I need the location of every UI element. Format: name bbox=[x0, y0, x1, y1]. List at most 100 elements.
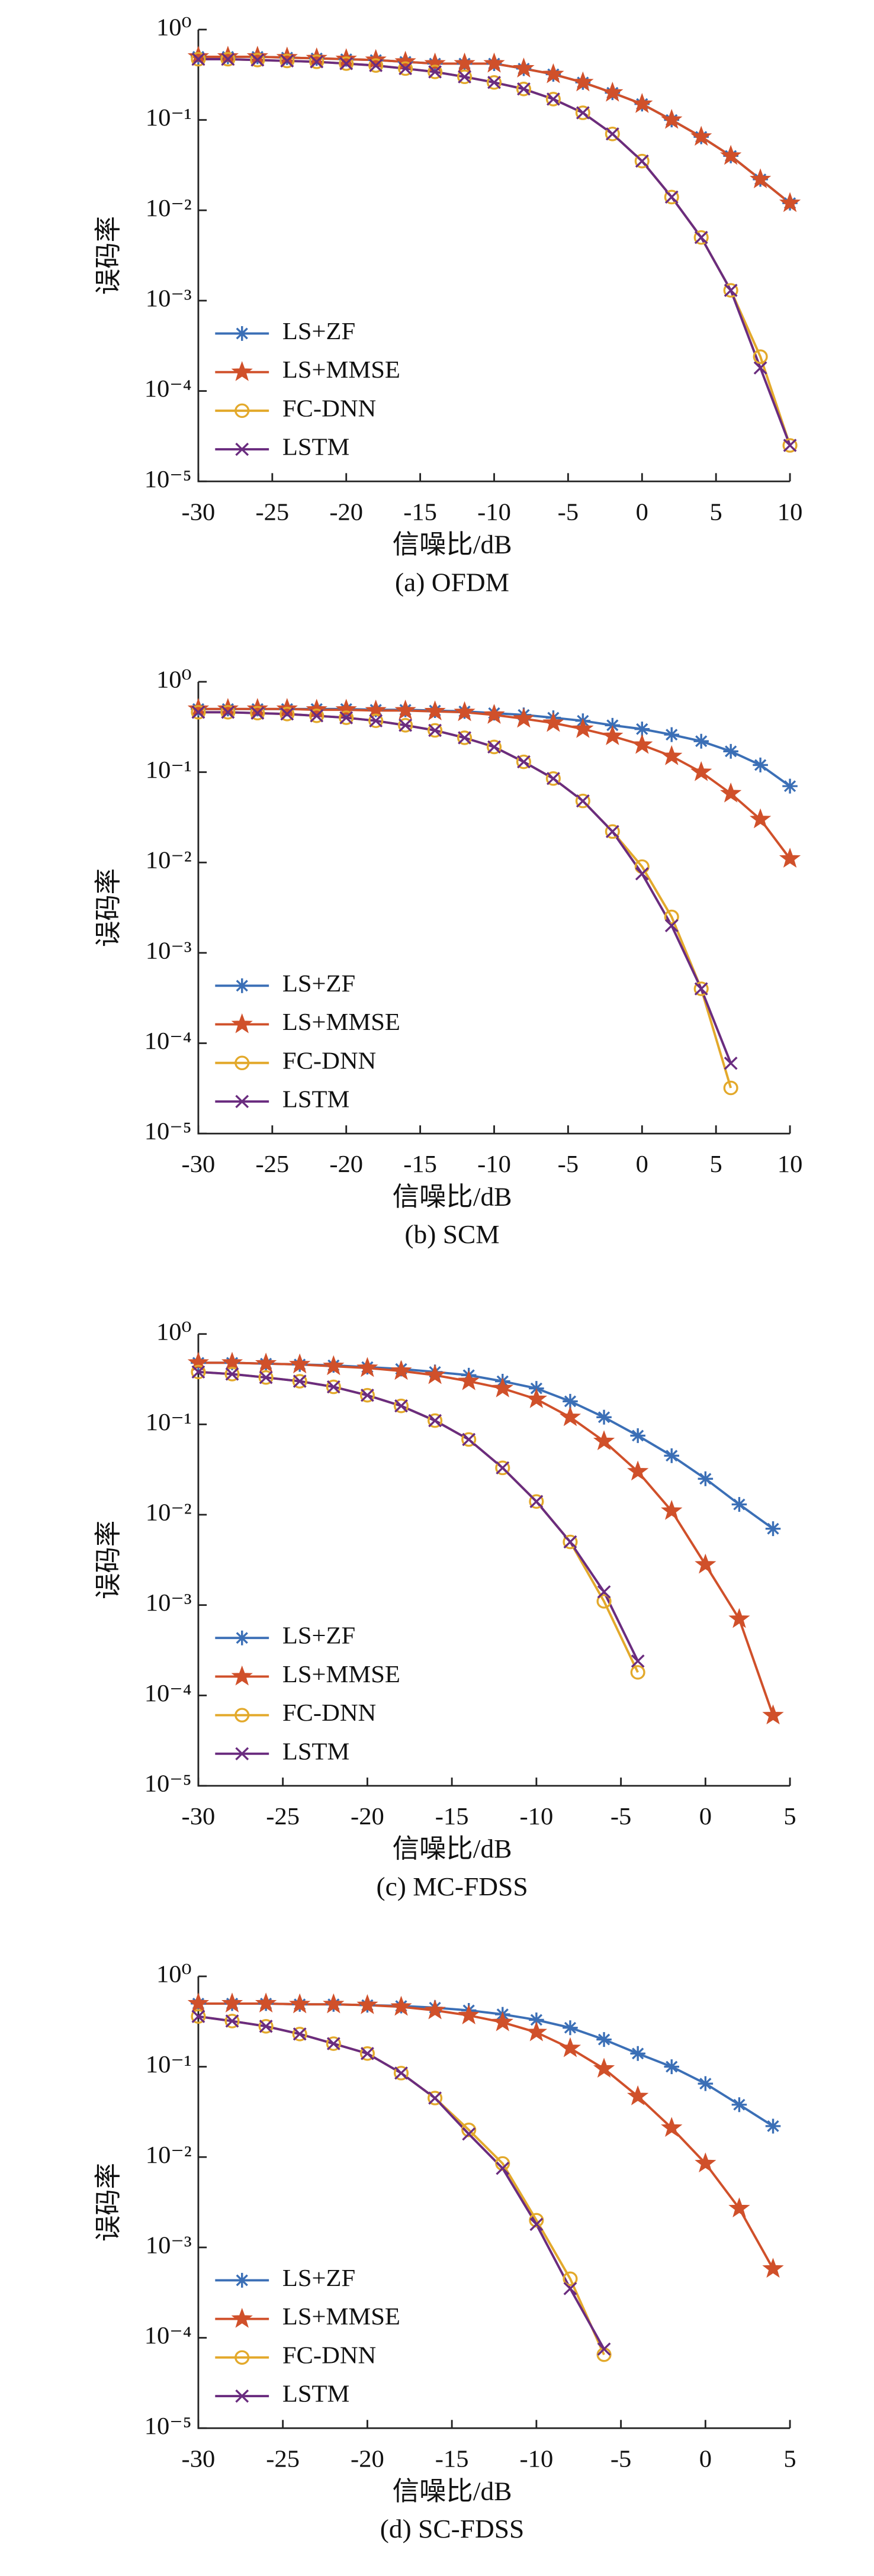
marker bbox=[292, 2027, 307, 2042]
marker bbox=[720, 144, 742, 165]
marker bbox=[279, 707, 295, 722]
marker bbox=[529, 1495, 544, 1508]
marker bbox=[359, 1387, 375, 1403]
marker bbox=[462, 2127, 476, 2141]
marker bbox=[572, 71, 594, 92]
marker bbox=[234, 1055, 250, 1070]
marker bbox=[602, 725, 624, 745]
marker bbox=[597, 2342, 611, 2356]
marker bbox=[605, 824, 620, 839]
marker bbox=[255, 1353, 277, 1373]
marker bbox=[393, 1399, 409, 1413]
marker bbox=[698, 2076, 714, 2091]
y-tick-label: 10⁰ bbox=[156, 666, 192, 693]
marker bbox=[390, 1995, 412, 2016]
marker bbox=[458, 2004, 480, 2024]
marker bbox=[525, 1388, 548, 1408]
legend-label: LS+ZF bbox=[282, 1622, 355, 1649]
marker bbox=[428, 1413, 443, 1428]
y-tick-label: 10⁻³ bbox=[146, 937, 192, 964]
x-tick-label: 0 bbox=[699, 2445, 712, 2472]
legend-label: LS+MMSE bbox=[282, 2303, 400, 2330]
marker bbox=[356, 1994, 378, 2014]
marker bbox=[250, 706, 265, 720]
marker bbox=[234, 2350, 250, 2365]
y-tick-label: 10⁻⁴ bbox=[144, 1679, 192, 1706]
marker bbox=[258, 2019, 274, 2034]
marker bbox=[529, 2213, 544, 2228]
marker bbox=[664, 1448, 680, 1463]
marker bbox=[394, 2066, 408, 2080]
marker bbox=[517, 82, 531, 96]
marker bbox=[259, 2020, 273, 2033]
marker bbox=[356, 1357, 378, 1377]
legend-label: LS+ZF bbox=[282, 317, 355, 344]
marker bbox=[394, 1399, 408, 1413]
marker bbox=[458, 70, 471, 83]
marker bbox=[454, 52, 475, 73]
marker bbox=[664, 2059, 680, 2075]
y-tick-label: 10⁻³ bbox=[146, 285, 192, 312]
marker bbox=[398, 718, 413, 733]
marker bbox=[496, 2162, 510, 2175]
marker bbox=[221, 1351, 243, 1372]
x-tick-label: 5 bbox=[710, 498, 722, 526]
marker bbox=[191, 52, 205, 66]
chart-panel: 10⁰ 10⁻¹ 10⁻² 10⁻³ 10⁻⁴ 10⁻⁵ -30 -25 -20 -15 -10 -5… bbox=[93, 666, 802, 1249]
marker bbox=[495, 1460, 510, 1476]
marker bbox=[529, 1494, 544, 1509]
caption: (c) MC-FDSS bbox=[377, 1872, 528, 1901]
marker bbox=[360, 1389, 374, 1402]
legend-label: LS+MMSE bbox=[282, 1008, 400, 1035]
marker bbox=[546, 772, 560, 785]
marker bbox=[234, 403, 250, 418]
y-tick-label: 10⁻⁵ bbox=[144, 1118, 192, 1145]
marker bbox=[293, 1374, 307, 1388]
marker bbox=[762, 2258, 784, 2278]
marker bbox=[235, 1094, 249, 1109]
series-line bbox=[198, 707, 791, 859]
x-tick-label: -25 bbox=[255, 1151, 289, 1178]
x-tick-label: -10 bbox=[519, 2445, 553, 2472]
y-tick-label: 10⁻¹ bbox=[146, 2051, 192, 2078]
legend-label: LS+ZF bbox=[282, 970, 355, 997]
y-tick-label: 10⁻² bbox=[146, 194, 192, 221]
marker bbox=[225, 2014, 239, 2028]
caption: (d) SC-FDSS bbox=[380, 2514, 525, 2543]
marker bbox=[428, 1413, 442, 1428]
marker bbox=[593, 1430, 615, 1451]
marker bbox=[630, 2046, 645, 2061]
legend-label: LSTM bbox=[282, 2380, 350, 2407]
marker bbox=[664, 190, 679, 204]
x-tick-label: 10 bbox=[777, 1151, 803, 1178]
y-tick-label: 10⁻⁴ bbox=[144, 2322, 192, 2349]
marker bbox=[225, 1367, 239, 1381]
marker bbox=[627, 1460, 649, 1481]
y-tick-label: 10⁻⁵ bbox=[144, 2412, 192, 2439]
legend-label: FC-DNN bbox=[282, 1699, 376, 1727]
y-tick-label: 10⁻⁵ bbox=[144, 465, 192, 492]
y-tick-label: 10⁻² bbox=[146, 2141, 192, 2168]
marker bbox=[605, 127, 620, 141]
marker bbox=[221, 1992, 243, 2012]
x-tick-label: -30 bbox=[182, 1151, 216, 1178]
marker bbox=[289, 1353, 311, 1374]
marker bbox=[220, 705, 236, 720]
y-axis-label: 误码率 bbox=[93, 868, 123, 947]
x-tick-label: -25 bbox=[255, 498, 289, 526]
y-tick-label: 10⁻¹ bbox=[146, 756, 192, 783]
marker bbox=[634, 154, 650, 169]
marker bbox=[486, 739, 502, 755]
marker bbox=[487, 76, 501, 89]
marker bbox=[231, 360, 253, 381]
legend-label: FC-DNN bbox=[282, 2342, 376, 2369]
marker bbox=[597, 1585, 611, 1599]
marker bbox=[661, 2117, 683, 2137]
marker bbox=[369, 714, 383, 727]
marker bbox=[724, 1057, 738, 1070]
marker bbox=[221, 52, 235, 66]
marker bbox=[496, 1461, 510, 1475]
marker bbox=[753, 349, 768, 364]
marker bbox=[458, 1370, 480, 1390]
marker bbox=[360, 2047, 374, 2060]
